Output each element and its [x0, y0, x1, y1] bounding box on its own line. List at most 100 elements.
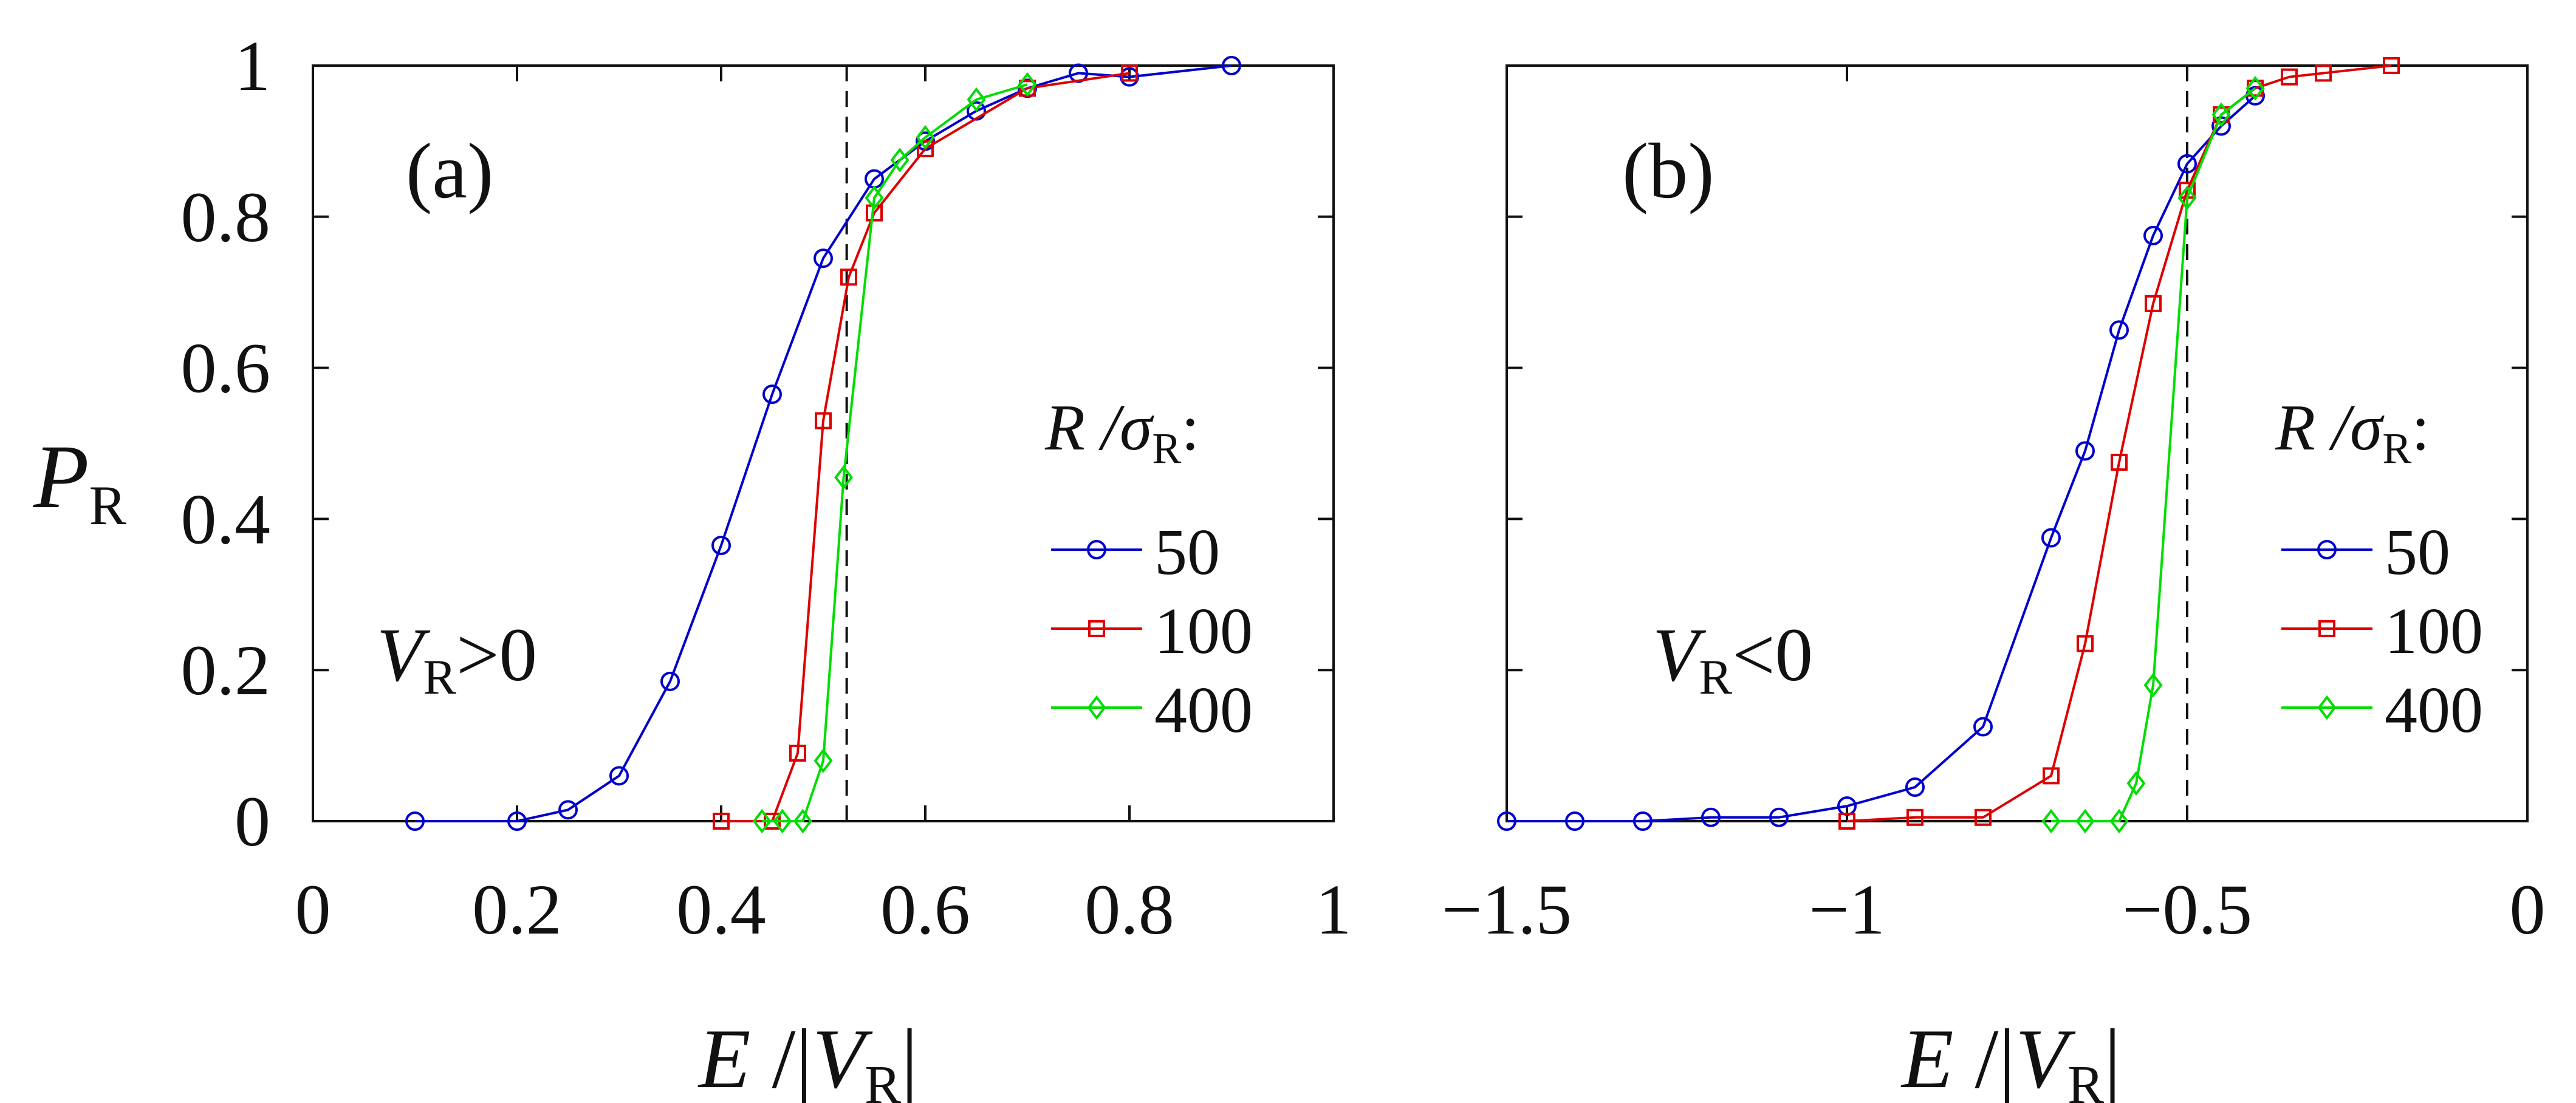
data-point-100	[789, 745, 806, 762]
data-point-400	[773, 808, 792, 834]
data-point-400	[2211, 102, 2231, 128]
data-point-400	[916, 125, 935, 150]
legend-label-100: 100	[2385, 595, 2483, 668]
data-point-400	[1018, 72, 1037, 97]
x-tick-label: 0.4	[676, 870, 766, 949]
x-tick-label: −0.5	[2122, 870, 2252, 949]
y-tick-label: 0.6	[181, 329, 271, 408]
data-point-50	[2177, 154, 2197, 174]
condition-label-a: VR>0	[377, 613, 537, 705]
series-line-50	[415, 64, 1232, 822]
data-point-400	[2143, 672, 2163, 698]
data-point-50	[660, 671, 680, 691]
y-tick-label: 0.2	[181, 630, 271, 710]
data-point-50	[1905, 777, 1925, 797]
data-point-100	[1975, 808, 1992, 826]
data-point-100	[2077, 635, 2094, 652]
panel-a: 0 0.2 0.4 0.6 0.8 1 0 0.2 0.4 0.6 0.8 1 (a) VR>0 R…	[181, 26, 1352, 1103]
data-point-50	[1973, 717, 1993, 737]
x-tick-label: −1	[1809, 870, 1885, 949]
y-ticks-a: 0 0.2 0.4 0.6 0.8 1	[181, 26, 1334, 861]
y-tick-label: 0.4	[181, 479, 271, 559]
data-point-400	[834, 465, 854, 490]
legend-marker-50	[1087, 540, 1106, 559]
legend-marker-100	[1088, 620, 1105, 637]
data-point-50	[762, 384, 782, 405]
data-point-100	[840, 268, 857, 286]
data-point-400	[865, 185, 884, 210]
data-point-50	[1769, 807, 1789, 827]
data-point-50	[405, 811, 425, 831]
data-point-50	[1701, 807, 1721, 827]
data-point-400	[2126, 771, 2146, 796]
data-point-100	[2145, 295, 2162, 312]
x-axis-label-a: E /|VR|	[697, 1012, 918, 1103]
series-line-100	[721, 72, 1130, 822]
legend-label-100: 100	[1154, 595, 1253, 668]
data-point-100	[1906, 808, 1923, 826]
data-point-400	[2177, 185, 2197, 210]
data-point-400	[793, 808, 812, 834]
data-point-50	[558, 800, 578, 820]
panel-label-a: (a)	[406, 128, 493, 215]
data-point-400	[2075, 808, 2095, 834]
data-point-100	[2043, 767, 2060, 785]
data-point-400	[967, 87, 986, 112]
x-tick-label: −1.5	[1442, 870, 1572, 949]
data-point-400	[2109, 808, 2129, 834]
legend-marker-400	[1087, 695, 1106, 720]
legend-label-400: 400	[2385, 674, 2483, 746]
data-point-50	[507, 811, 527, 831]
series-b	[1497, 57, 2400, 834]
data-point-100	[1121, 64, 1138, 82]
data-point-50	[814, 248, 833, 268]
data-point-400	[752, 808, 772, 834]
data-point-100	[2383, 57, 2400, 74]
data-point-50	[1633, 811, 1653, 831]
x-axis-label-b: E /|VR|	[1900, 1012, 2121, 1103]
x-ticks-a: 0 0.2 0.4 0.6 0.8 1	[295, 66, 1352, 949]
x-ticks-b: −1.5 −1 −0.5 0	[1442, 66, 2546, 949]
data-point-100	[2281, 68, 2298, 86]
plot-frame-a	[312, 64, 1335, 822]
data-point-100	[2315, 64, 2332, 82]
legend-title-a: R /σR:	[1044, 392, 1199, 473]
x-tick-label: 0.8	[1084, 870, 1174, 949]
legend-marker-400	[2317, 695, 2337, 720]
panel-label-b: (b)	[1622, 128, 1714, 215]
data-point-50	[711, 535, 731, 555]
series-line-100	[1846, 64, 2392, 822]
y-tick-label: 1	[235, 26, 270, 106]
x-tick-label: 0	[2510, 870, 2546, 949]
data-point-50	[2075, 441, 2095, 461]
x-tick-label: 0	[295, 870, 331, 949]
series-a	[405, 56, 1241, 834]
data-point-50	[2143, 225, 2163, 245]
series-line-400	[762, 83, 1028, 822]
legend-label-400: 400	[1154, 674, 1253, 746]
y-tick-label: 0	[235, 782, 270, 861]
y-tick-label: 0.8	[181, 177, 271, 257]
data-point-50	[1222, 56, 1241, 75]
data-point-100	[917, 140, 934, 157]
legend-label-50: 50	[2385, 516, 2450, 589]
y-axis-label: PR	[33, 426, 127, 536]
data-point-50	[2109, 320, 2129, 340]
condition-label-b: VR<0	[1653, 613, 1813, 705]
data-point-400	[890, 148, 909, 172]
data-point-400	[2041, 808, 2061, 834]
legend-marker-50	[2317, 540, 2337, 559]
data-point-100	[815, 412, 832, 429]
series-line-50	[1507, 95, 2256, 822]
data-point-50	[2041, 528, 2061, 548]
series-line-400	[2051, 87, 2256, 822]
data-point-50	[1565, 811, 1584, 831]
data-point-50	[1497, 811, 1516, 831]
data-point-100	[1838, 813, 1855, 830]
data-point-400	[2245, 76, 2265, 101]
plot-frame-b	[1506, 64, 2529, 822]
